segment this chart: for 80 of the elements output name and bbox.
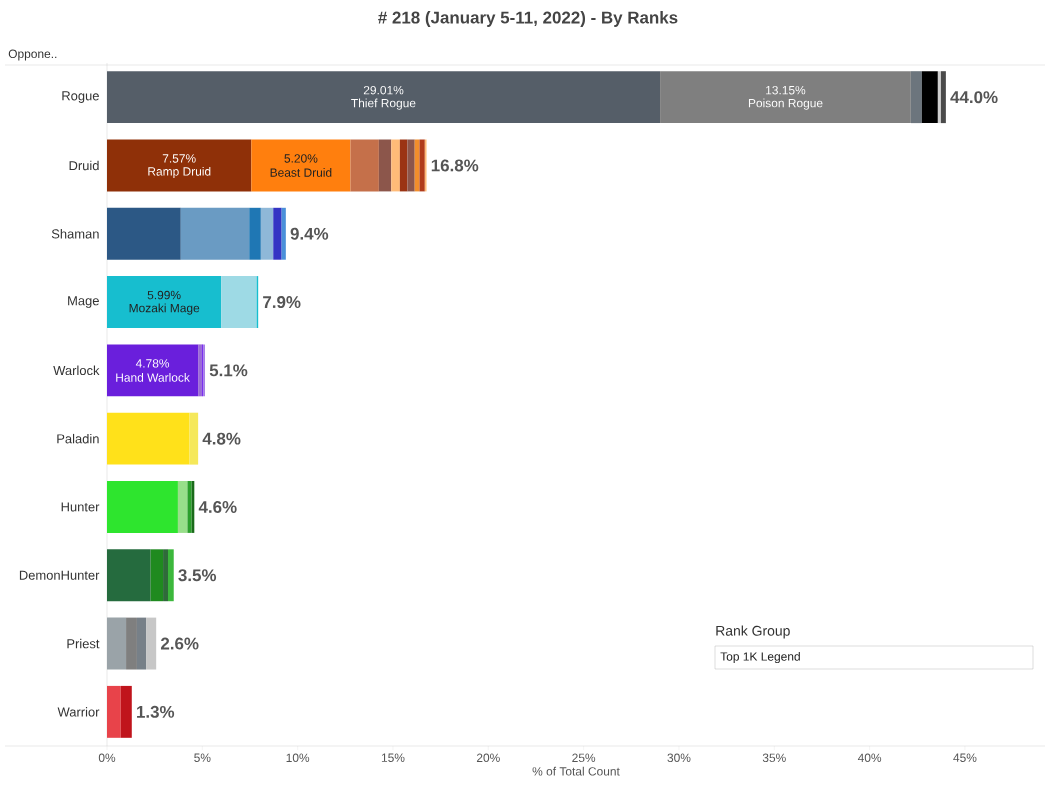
data-label: 5.20% — [284, 154, 318, 163]
chart-title: # 218 (January 5-11, 2022) - By Ranks — [378, 11, 678, 27]
bar — [107, 344, 199, 397]
data-label: 13.15% — [766, 85, 806, 95]
bar — [107, 412, 190, 465]
total-label: 4.8% — [202, 432, 241, 445]
bar — [350, 139, 379, 192]
total-label: 1.3% — [137, 705, 175, 718]
x-tick-label: 20% — [476, 753, 500, 762]
bar — [107, 481, 178, 533]
bar — [146, 617, 157, 670]
x-tick-label: 5% — [194, 753, 211, 762]
bar — [249, 207, 261, 260]
annotation: Beast Druid — [270, 168, 332, 177]
x-tick-label: 15% — [381, 753, 405, 762]
bar — [107, 71, 661, 124]
data-label: 29.01% — [363, 85, 404, 95]
y-tick-label: Warrior — [57, 707, 100, 717]
y-tick-label: Shaman — [51, 228, 99, 239]
bar — [168, 549, 174, 602]
annotation: Hand Warlock — [116, 372, 190, 382]
bar — [107, 549, 151, 602]
total-label: 2.6% — [160, 637, 199, 650]
bar — [921, 71, 938, 124]
bar — [940, 71, 946, 124]
bar — [419, 139, 425, 192]
x-axis-title: % of Total Count — [532, 766, 620, 776]
total-label: 3.5% — [178, 569, 217, 582]
bar — [120, 685, 132, 738]
x-tick-label: 25% — [572, 753, 596, 762]
bar — [107, 207, 181, 260]
bar — [910, 71, 922, 124]
bar — [107, 685, 121, 738]
annotation: Rank Group — [716, 625, 790, 639]
x-tick-label: 30% — [667, 753, 691, 762]
y-tick-label: Hunter — [61, 502, 100, 512]
annotation: Ramp Druid — [148, 166, 211, 179]
bar — [163, 549, 169, 602]
y-tick-label: Mage — [68, 296, 99, 308]
y-tick-label: Druid — [69, 160, 99, 171]
total-label: 7.9% — [263, 296, 301, 309]
bar — [107, 139, 252, 192]
bar — [937, 71, 941, 124]
total-label: 9.4% — [290, 227, 329, 240]
x-tick-label: 45% — [953, 753, 977, 762]
text: Oppone.. — [8, 49, 57, 61]
x-tick-label: 35% — [762, 753, 786, 762]
data-label: 7.57% — [162, 154, 196, 163]
total-label: 16.8% — [431, 159, 479, 172]
bar — [189, 412, 199, 465]
total-label: 5.1% — [209, 364, 248, 377]
bar — [221, 276, 257, 329]
data-label: 4.78% — [135, 359, 170, 368]
bar — [399, 139, 408, 192]
bar — [180, 207, 250, 260]
x-tick-label: 40% — [857, 753, 882, 762]
bar — [107, 617, 127, 670]
bar — [660, 71, 911, 124]
bar — [187, 481, 192, 533]
y-tick-label: Priest — [67, 638, 100, 649]
total-label: 44.0% — [950, 91, 998, 104]
bar — [251, 139, 351, 192]
annotation: Top 1K Legend — [720, 651, 800, 664]
bar — [177, 481, 188, 533]
y-tick-label: Rogue — [62, 91, 99, 103]
annotation: Mozaki Mage — [129, 303, 200, 315]
annotation: Poison Rogue — [748, 98, 823, 110]
bar — [407, 139, 415, 192]
bar — [281, 207, 286, 260]
total-label: 4.6% — [198, 500, 237, 513]
annotation: Thief Rogue — [351, 98, 416, 110]
y-tick-label: Warlock — [53, 365, 100, 376]
bar — [260, 207, 274, 260]
bar — [273, 207, 282, 260]
x-tick-label: 0% — [98, 753, 116, 762]
x-tick-label: 10% — [286, 753, 310, 762]
data-label: 5.99% — [147, 290, 181, 300]
y-tick-label: DemonHunter — [19, 570, 100, 580]
y-tick-label: Paladin — [57, 433, 99, 444]
bar — [150, 549, 164, 602]
